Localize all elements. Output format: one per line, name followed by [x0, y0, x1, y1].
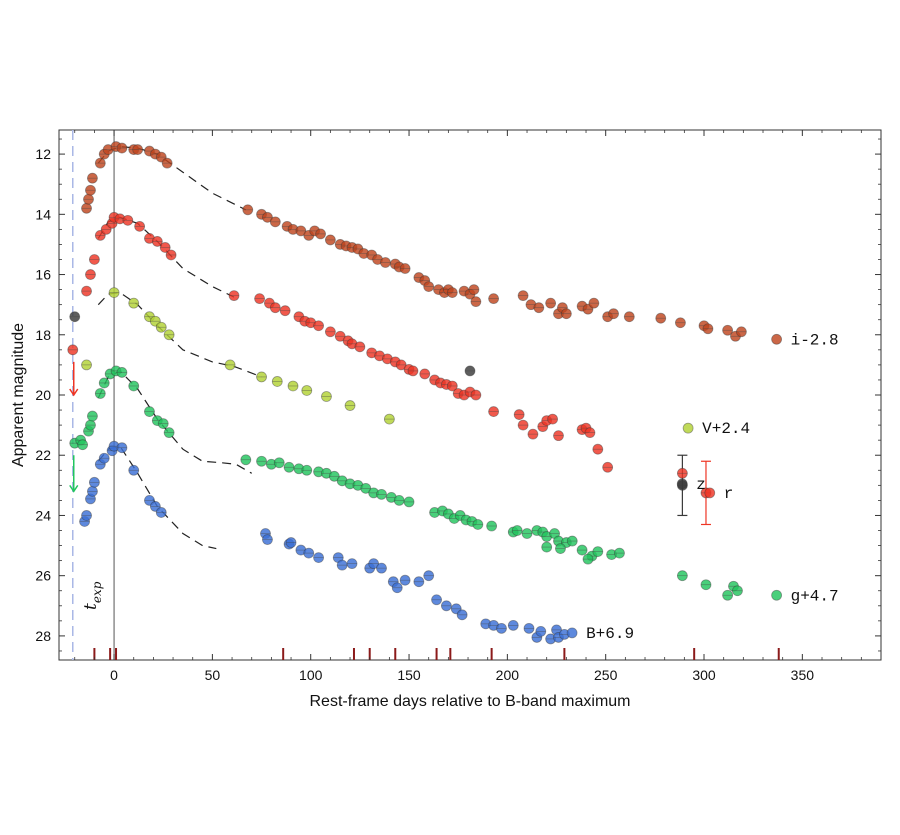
- x-tick-label-5: 250: [594, 667, 618, 683]
- x-tick-label-4: 200: [496, 667, 520, 683]
- texp-label: texp: [81, 581, 104, 610]
- x-tick-label-3: 150: [397, 667, 421, 683]
- texp-label-main: t: [81, 603, 101, 610]
- band-label-z: z: [696, 476, 706, 494]
- x-tick-label-7: 350: [791, 667, 815, 683]
- label-marker-z: [676, 478, 688, 490]
- data-points: [67, 141, 747, 645]
- label-marker-r: [704, 487, 716, 499]
- texp-label-sub: exp: [90, 581, 104, 603]
- band-label-V+2.4: V+2.4: [702, 420, 750, 438]
- label-marker-V+2.4: [682, 422, 694, 434]
- y-tick-label-1: 14: [35, 206, 51, 222]
- y-tick-label-6: 24: [35, 507, 51, 523]
- x-tick-label-1: 50: [205, 667, 221, 683]
- y-axis-title: Apparent magnitude: [10, 323, 27, 467]
- r-upper-limit-arrow-head: [69, 388, 79, 397]
- model-curve-g+4.7: [97, 370, 252, 474]
- x-axis-title: Rest-frame days relative to B-band maxim…: [310, 693, 631, 710]
- band-label-B+6.9: B+6.9: [586, 625, 634, 643]
- label-marker-g+4.7: [771, 589, 783, 601]
- x-tick-label-2: 100: [299, 667, 323, 683]
- y-tick-label-5: 22: [35, 447, 51, 463]
- x-tick-label-6: 300: [692, 667, 716, 683]
- y-tick-label-7: 26: [35, 568, 51, 584]
- band-labels: i-2.8 r V+2.4 g+4.7 B+6.9 z: [566, 331, 839, 643]
- y-tick-label-2: 16: [35, 267, 51, 283]
- y-tick-label-3: 18: [35, 327, 51, 343]
- label-marker-i-2.8: [771, 333, 783, 345]
- label-marker-B+6.9: [566, 627, 578, 639]
- band-label-i-2.8: i-2.8: [791, 331, 839, 349]
- y-tick-label-4: 20: [35, 387, 51, 403]
- band-label-r: r: [724, 485, 734, 503]
- axes: 0 50 100 150 200 250 300 350 12 14 16 18 20 22 24 26 28: [35, 130, 881, 683]
- y-tick-label-0: 12: [35, 146, 51, 162]
- g-upper-limit-arrow-head: [69, 484, 79, 493]
- band-label-g+4.7: g+4.7: [791, 587, 839, 605]
- y-tick-label-8: 28: [35, 628, 51, 644]
- x-tick-label-0: 0: [110, 667, 118, 683]
